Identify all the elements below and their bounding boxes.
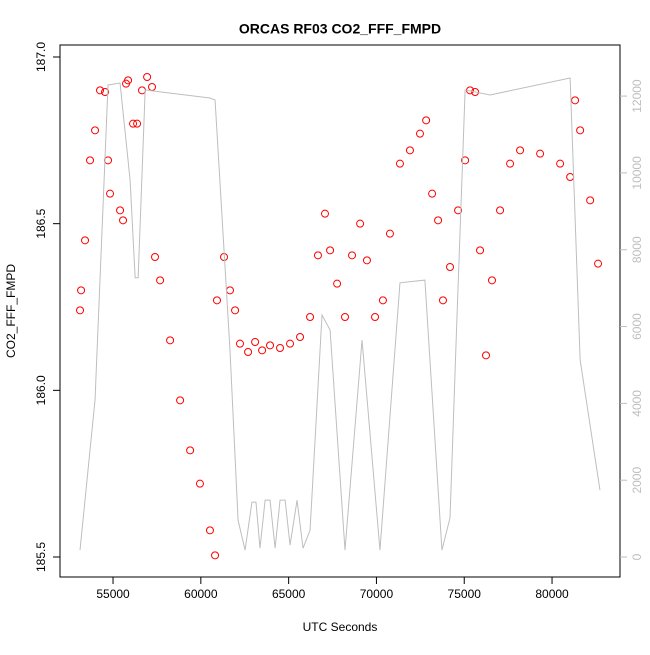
x-tick-label: 70000: [360, 587, 394, 601]
data-point: [438, 296, 447, 305]
x-tick-label: 60000: [184, 587, 218, 601]
y2-tick-label: 8000: [630, 236, 644, 263]
data-point: [156, 276, 165, 285]
data-point: [487, 276, 496, 285]
data-point: [556, 159, 565, 168]
data-point: [258, 346, 267, 355]
data-point: [348, 251, 357, 260]
data-point: [76, 306, 85, 315]
data-point: [143, 73, 152, 81]
data-point: [286, 339, 295, 348]
data-point: [276, 344, 285, 352]
data-point: [434, 216, 443, 225]
data-point: [129, 119, 138, 128]
data-point: [231, 306, 240, 315]
data-point: [116, 206, 125, 215]
data-point: [86, 156, 95, 165]
data-point: [101, 88, 110, 96]
data-point: [212, 296, 221, 305]
data-point: [405, 146, 414, 155]
data-point: [586, 196, 595, 205]
data-point: [296, 333, 305, 341]
y2-tick-label: 0: [630, 553, 644, 560]
data-point: [571, 96, 580, 105]
data-point: [251, 338, 260, 346]
data-point: [96, 86, 105, 95]
data-point: [356, 219, 365, 228]
x-tick-label: 75000: [448, 587, 482, 601]
data-point: [385, 229, 394, 238]
y-axis-label: CO2_FFF_FMPD: [4, 264, 18, 358]
y-tick-label: 185.5: [34, 542, 48, 572]
data-point: [516, 146, 525, 155]
data-point: [536, 149, 545, 158]
data-point: [176, 396, 185, 405]
y-tick-label: 187.0: [34, 42, 48, 72]
data-point: [195, 479, 204, 488]
data-point: [362, 256, 371, 265]
data-point: [446, 263, 455, 271]
data-point: [415, 129, 424, 138]
data-point: [138, 86, 147, 95]
data-point: [205, 526, 214, 535]
data-point: [306, 313, 315, 321]
data-point: [378, 296, 387, 305]
data-point: [496, 206, 505, 215]
data-point: [119, 216, 128, 225]
data-point: [461, 156, 470, 165]
y2-tick-label: 2000: [630, 467, 644, 494]
data-point: [594, 259, 603, 268]
y2-tick-label: 12000: [630, 79, 644, 113]
data-point: [225, 286, 234, 295]
x-axis-label: UTC Seconds: [303, 620, 378, 634]
x-tick-label: 65000: [272, 587, 306, 601]
data-point: [371, 313, 380, 321]
data-point: [266, 341, 275, 350]
data-point: [124, 76, 133, 85]
data-point: [454, 206, 463, 215]
data-point: [422, 116, 431, 125]
data-point: [235, 339, 244, 348]
plot-frame: [59, 44, 621, 578]
data-point: [333, 279, 342, 288]
y-tick-label: 186.5: [34, 208, 48, 238]
data-point: [244, 348, 253, 356]
y2-tick-label: 6000: [630, 313, 644, 340]
series-line: [79, 77, 601, 551]
data-point: [211, 551, 220, 560]
data-point: [576, 126, 585, 135]
data-point: [81, 236, 90, 245]
data-point: [428, 189, 437, 198]
data-point: [471, 88, 480, 96]
data-point: [341, 313, 350, 321]
data-point: [566, 173, 575, 181]
data-point: [326, 246, 335, 255]
chart-title: ORCAS RF03 CO2_FFF_FMPD: [239, 21, 441, 37]
data-point: [104, 156, 113, 165]
y-tick-label: 186.0: [34, 375, 48, 405]
data-point: [77, 286, 86, 295]
data-point: [476, 246, 485, 255]
data-point: [148, 83, 157, 91]
data-point: [106, 189, 115, 198]
y2-tick-label: 4000: [630, 390, 644, 417]
x-tick-label: 80000: [535, 587, 569, 601]
data-point: [133, 119, 142, 128]
data-point: [320, 209, 329, 218]
data-point: [313, 251, 322, 260]
data-point: [91, 126, 100, 135]
data-point: [186, 446, 195, 455]
data-point: [151, 253, 160, 261]
data-point: [506, 159, 515, 168]
x-tick-label: 55000: [96, 587, 130, 601]
data-point: [166, 336, 175, 345]
y2-tick-label: 10000: [630, 156, 644, 190]
data-point: [395, 159, 404, 168]
data-point: [482, 351, 491, 360]
